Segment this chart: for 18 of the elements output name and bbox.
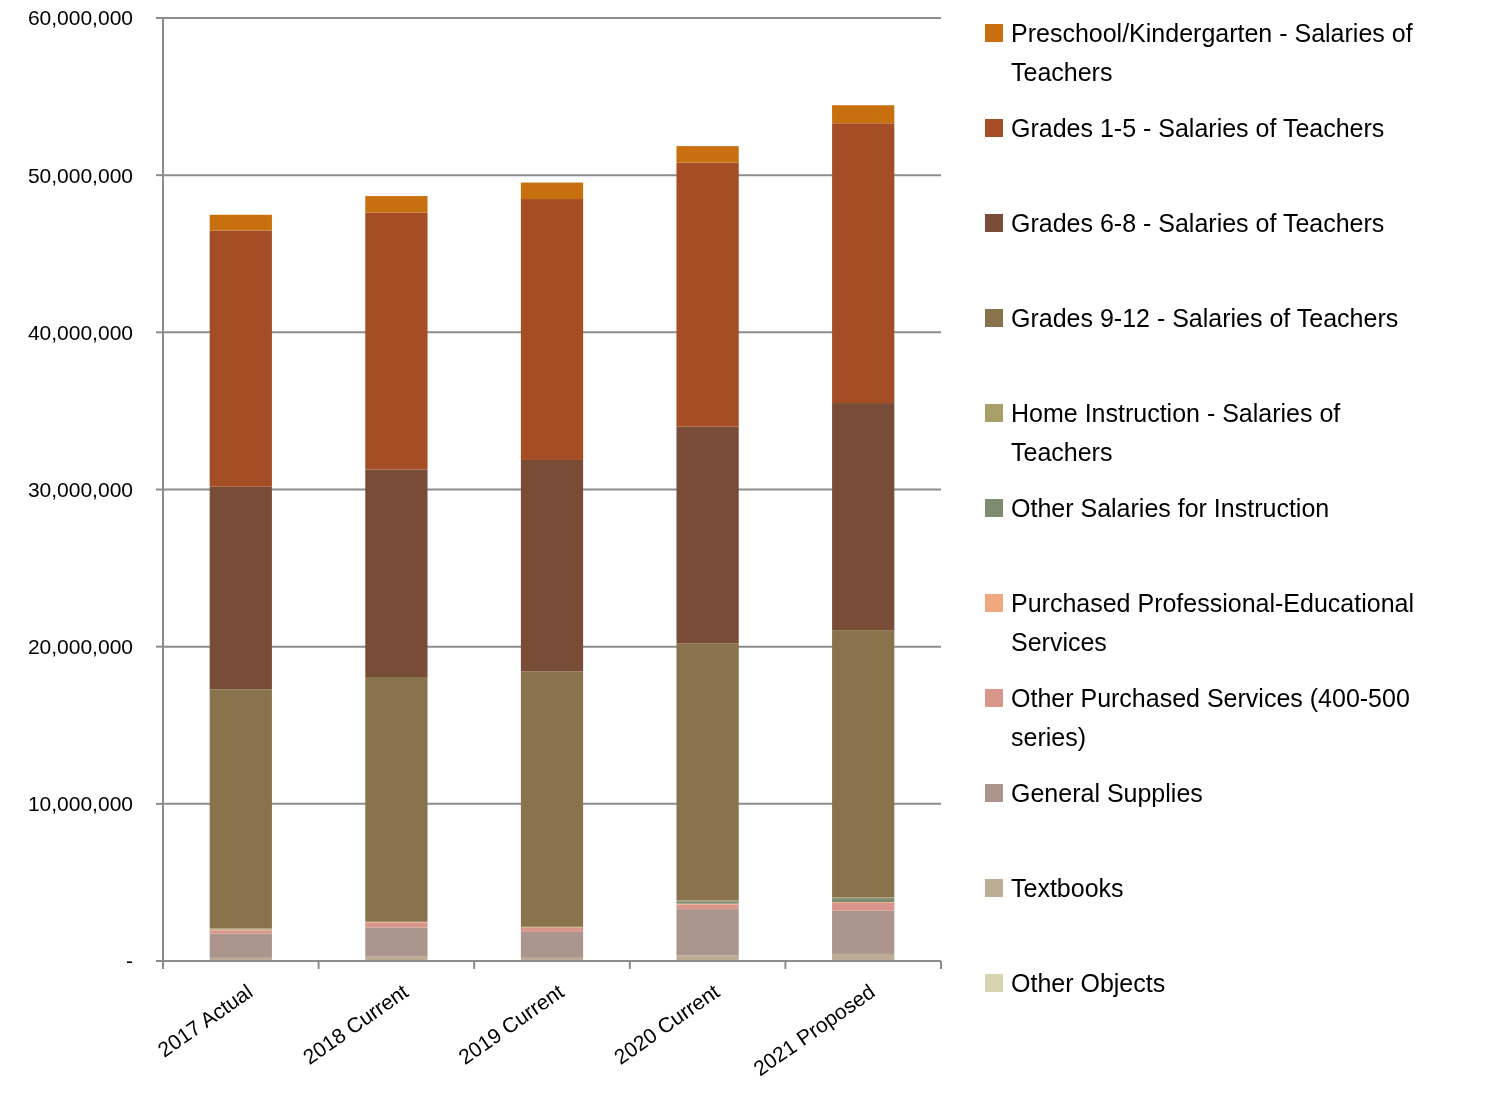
legend-label: Grades 9-12 - Salaries of Teachers	[1011, 303, 1399, 332]
legend-label: Other Objects	[1011, 968, 1166, 997]
y-tick-label: 40,000,000	[27, 320, 133, 344]
legend-label: Other Salaries for Instruction	[1011, 493, 1330, 522]
legend-label: Purchased Professional-Educational Services	[1011, 588, 1415, 656]
legend-label: Grades 1-5 - Salaries of Teachers	[1011, 113, 1385, 142]
legend-label: Other Purchased Services (400-500 series)	[1011, 683, 1410, 751]
y-tick-label: -	[126, 949, 133, 973]
y-tick-label: 10,000,000	[27, 792, 133, 816]
legend-label: Grades 6-8 - Salaries of Teachers	[1011, 208, 1385, 237]
y-tick-label: 50,000,000	[27, 163, 133, 187]
legend-label: Home Instruction - Salaries of Teachers	[1011, 398, 1341, 466]
legend-label: General Supplies	[1011, 778, 1203, 807]
y-tick-label: 20,000,000	[27, 635, 133, 659]
legend-label: Textbooks	[1011, 873, 1124, 902]
y-tick-label: 60,000,000	[27, 6, 133, 30]
y-tick-label: 30,000,000	[27, 477, 133, 501]
legend-label: Preschool/Kindergarten - Salaries of Teachers	[1011, 18, 1413, 86]
